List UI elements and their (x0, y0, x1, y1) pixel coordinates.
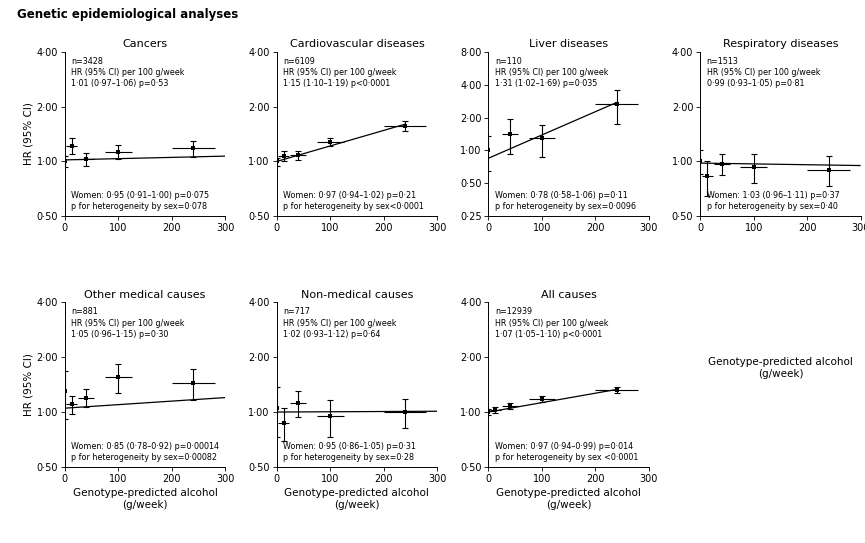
Point (324, 412, 337, 420)
Title: All causes: All causes (541, 290, 597, 300)
Text: Women: 0·97 (0·94–0·99) p=0·014
p for heterogeneity by sex <0·0001: Women: 0·97 (0·94–0·99) p=0·014 p for he… (495, 441, 638, 462)
X-axis label: Genotype-predicted alcohol
(g/week): Genotype-predicted alcohol (g/week) (73, 488, 217, 510)
Point (610, 386, 624, 394)
Text: Genetic epidemiological analyses: Genetic epidemiological analyses (17, 8, 239, 21)
Text: Women: 0·95 (0·91–1·00) p=0·075
p for heterogeneity by sex=0·078: Women: 0·95 (0·91–1·00) p=0·075 p for he… (71, 191, 209, 211)
Text: Genotype-predicted alcohol
(g/week): Genotype-predicted alcohol (g/week) (708, 357, 853, 379)
Point (80, 155, 93, 163)
Point (694, 157, 708, 166)
Point (489, 405, 503, 414)
Point (277, 419, 291, 427)
Point (80, 393, 93, 402)
Point (186, 144, 200, 153)
Point (270, 404, 284, 413)
X-axis label: Genotype-predicted alcohol
(g/week): Genotype-predicted alcohol (g/week) (285, 488, 429, 510)
Text: n=6109
HR (95% CI) per 100 g/week
1·15 (1·10–1·19) p<0·0001: n=6109 HR (95% CI) per 100 g/week 1·15 (… (283, 56, 396, 89)
Title: Liver diseases: Liver diseases (529, 40, 608, 49)
Text: Women: 0·85 (0·78–0·92) p=0·00014
p for heterogeneity by sex=0·00082: Women: 0·85 (0·78–0·92) p=0·00014 p for … (71, 441, 220, 462)
Point (65, 141, 79, 150)
Text: n=110
HR (95% CI) per 100 g/week
1·31 (1·02–1·69) p=0·035: n=110 HR (95% CI) per 100 g/week 1·31 (1… (495, 56, 608, 89)
Text: n=12939
HR (95% CI) per 100 g/week
1·07 (1·05–1·10) p<0·0001: n=12939 HR (95% CI) per 100 g/week 1·07 … (495, 307, 608, 339)
Text: Women: 1·03 (0·96–1·11) p=0·37
p for heterogeneity by sex=0·40: Women: 1·03 (0·96–1·11) p=0·37 p for het… (707, 191, 839, 211)
Point (535, 395, 549, 403)
Point (398, 408, 412, 416)
Title: Respiratory diseases: Respiratory diseases (722, 40, 838, 49)
Text: Women: 0·95 (0·86–1·05) p=0·31
p for heterogeneity by sex=0·28: Women: 0·95 (0·86–1·05) p=0·31 p for het… (283, 441, 416, 462)
Point (112, 373, 125, 382)
Title: Cardiovascular diseases: Cardiovascular diseases (290, 40, 424, 49)
Text: n=1513
HR (95% CI) per 100 g/week
0·99 (0·93–1·05) p=0·81: n=1513 HR (95% CI) per 100 g/week 0·99 (… (707, 56, 820, 89)
Point (324, 137, 337, 146)
Point (610, 100, 624, 109)
Point (503, 402, 516, 411)
Point (701, 172, 714, 181)
Point (58, 387, 72, 396)
Point (398, 122, 412, 130)
Title: Cancers: Cancers (123, 40, 168, 49)
Title: Other medical causes: Other medical causes (85, 290, 206, 300)
Point (112, 148, 125, 156)
Point (186, 378, 200, 387)
Point (270, 157, 284, 166)
Text: n=881
HR (95% CI) per 100 g/week
1·05 (0·96–1·15) p=0·30: n=881 HR (95% CI) per 100 g/week 1·05 (0… (71, 307, 185, 339)
Point (277, 152, 291, 161)
Point (746, 163, 760, 172)
Point (535, 134, 549, 142)
Text: n=3428
HR (95% CI) per 100 g/week
1·01 (0·97–1·06) p=0·53: n=3428 HR (95% CI) per 100 g/week 1·01 (… (71, 56, 185, 89)
Title: Non-medical causes: Non-medical causes (301, 290, 413, 300)
X-axis label: Genotype-predicted alcohol
(g/week): Genotype-predicted alcohol (g/week) (497, 488, 641, 510)
Point (292, 151, 305, 160)
Point (822, 166, 836, 174)
Text: Women: 0·78 (0·58–1·06) p=0·11
p for heterogeneity by sex=0·0096: Women: 0·78 (0·58–1·06) p=0·11 p for het… (495, 191, 636, 211)
Point (292, 399, 305, 407)
Text: Women: 0·97 (0·94–1·02) p=0·21
p for heterogeneity by sex<0·0001: Women: 0·97 (0·94–1·02) p=0·21 p for het… (283, 191, 424, 211)
Point (65, 400, 79, 409)
Point (58, 157, 72, 166)
Point (714, 160, 728, 168)
Text: n=717
HR (95% CI) per 100 g/week
1·02 (0·93–1·12) p=0·64: n=717 HR (95% CI) per 100 g/week 1·02 (0… (283, 307, 396, 339)
Point (482, 408, 496, 416)
Y-axis label: HR (95% CI): HR (95% CI) (23, 103, 34, 166)
Point (503, 129, 516, 138)
Y-axis label: HR (95% CI): HR (95% CI) (23, 353, 34, 416)
Point (482, 146, 496, 155)
